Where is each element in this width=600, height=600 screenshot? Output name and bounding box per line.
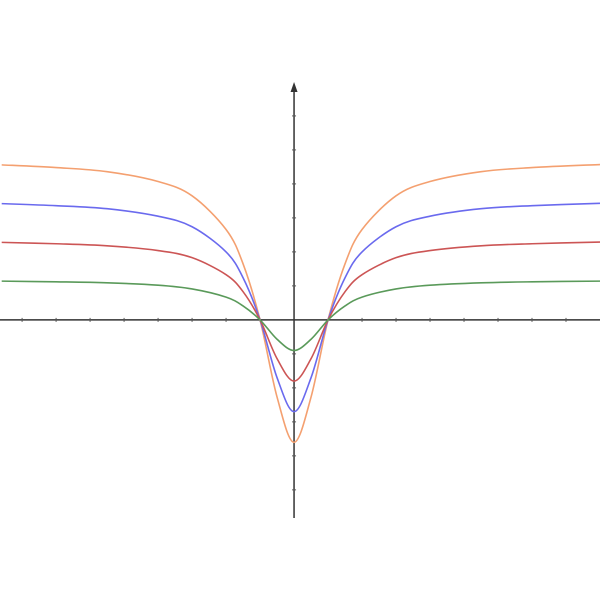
y-axis-arrow xyxy=(290,82,298,92)
curves xyxy=(1,163,600,444)
curve xyxy=(1,280,600,352)
curve xyxy=(1,163,600,444)
curve xyxy=(1,202,600,413)
curve xyxy=(1,241,600,382)
